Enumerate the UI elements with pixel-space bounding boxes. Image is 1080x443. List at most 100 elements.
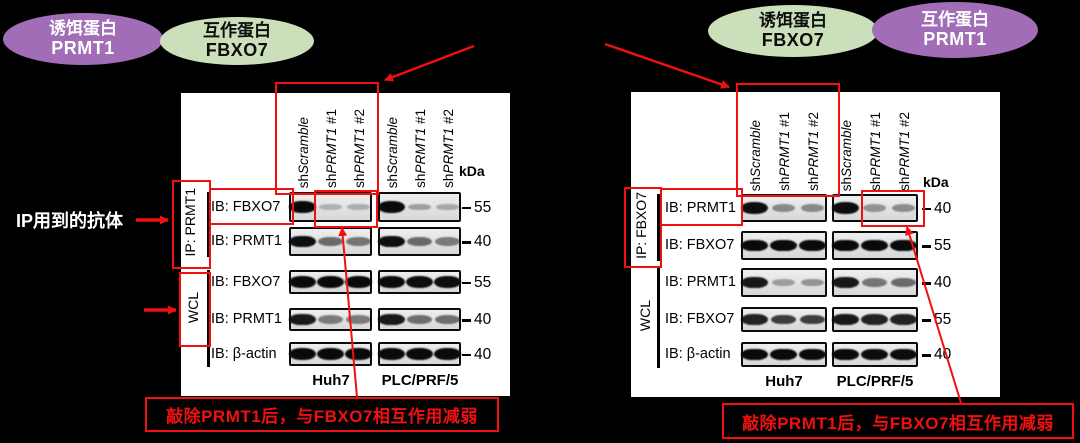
protein-band (800, 204, 825, 212)
protein-band (862, 204, 887, 212)
protein-band (406, 276, 433, 288)
cell-line-label: PLC/PRF/5 (381, 372, 459, 389)
protein-band (861, 239, 888, 252)
marker-tick (462, 241, 471, 244)
protein-band (436, 203, 459, 211)
protein-band (891, 204, 916, 212)
lane-group-highlight-box (275, 82, 379, 195)
wcl-label-text: WCL (636, 300, 653, 332)
protein-band (891, 278, 916, 287)
protein-band (832, 348, 859, 361)
row-label: IB: FBXO7 (211, 273, 281, 290)
ip-antibody-note: IP用到的抗体 (16, 211, 124, 231)
blot-box (378, 227, 461, 256)
protein-band (771, 204, 796, 212)
protein-band (378, 235, 405, 248)
prey-protein-oval-left: 互作蛋白 FBXO7 (160, 17, 314, 65)
lane-label-text: shPRMT1 #1 (412, 109, 428, 188)
blot-box (741, 268, 827, 297)
bait-protein-oval-left: 诱饵蛋白 PRMT1 (3, 13, 163, 65)
marker-value: 55 (934, 237, 952, 254)
cell-line-label: PLC/PRF/5 (836, 373, 914, 390)
oval-line1: 诱饵蛋白 (49, 19, 117, 39)
protein-band (799, 314, 826, 325)
protein-band (346, 237, 371, 246)
protein-band (346, 315, 371, 324)
blot-box (289, 192, 372, 222)
lane-label-text: shScramble (384, 116, 400, 188)
protein-band (770, 239, 797, 252)
blot-box (378, 308, 461, 331)
protein-band (861, 348, 888, 361)
group-bracket (657, 194, 660, 261)
marker-tick (922, 282, 931, 285)
blot-box (741, 194, 827, 222)
marker-value: 40 (934, 199, 952, 217)
ip-label-highlight-box (624, 187, 662, 268)
oval-line2: PRMT1 (923, 29, 987, 50)
lane-label-text: shPRMT1 #1 (867, 112, 883, 191)
protein-band (832, 314, 859, 325)
protein-band (799, 239, 826, 252)
row-label: IB: PRMT1 (665, 199, 736, 216)
protein-band (289, 314, 316, 325)
blot-label-highlight-box (660, 188, 743, 226)
blot-box (832, 342, 918, 367)
oval-line1: 互作蛋白 (921, 10, 989, 30)
wb-panel-right: shScramble shPRMT1 #1 shPRMT1 #2 shScramble… (624, 83, 1000, 397)
protein-band (741, 348, 768, 361)
marker-value: 40 (934, 346, 952, 363)
kda-label: kDa (923, 174, 949, 190)
protein-band (434, 276, 461, 288)
oval-line2: PRMT1 (51, 38, 115, 59)
lane-group-highlight-box (736, 83, 840, 197)
protein-band (862, 278, 887, 287)
protein-band (890, 348, 917, 361)
blot-box (378, 192, 461, 222)
oval-line2: FBXO7 (761, 30, 825, 51)
blot-box (832, 268, 918, 297)
blot-box (378, 342, 461, 366)
bait-protein-oval-right: 诱饵蛋白 FBXO7 (708, 5, 878, 57)
row-label: IB: PRMT1 (211, 311, 282, 327)
oval-line1: 互作蛋白 (203, 21, 271, 41)
protein-band (407, 203, 432, 211)
protein-band (832, 239, 859, 252)
callout-right: 敲除PRMT1后，与FBXO7相互作用减弱 (722, 403, 1074, 439)
marker-tick (462, 281, 471, 284)
protein-band (890, 239, 917, 252)
group-bracket (207, 192, 210, 257)
knockdown-lanes-highlight-box (861, 190, 925, 227)
blot-box (289, 227, 372, 256)
protein-band (317, 348, 344, 360)
blot-label-highlight-box (209, 188, 294, 225)
row-label: IB: PRMT1 (211, 233, 282, 249)
protein-band (289, 235, 316, 248)
marker-value: 40 (474, 311, 492, 328)
marker-tick (922, 207, 931, 210)
blot-box (832, 307, 918, 332)
lane-label-text: shPRMT1 #2 (440, 109, 456, 188)
marker-value: 55 (934, 311, 952, 328)
row-label: IB: FBXO7 (211, 198, 281, 215)
blot-box (832, 194, 918, 222)
row-label: IB: β-actin (211, 345, 277, 362)
marker-tick (462, 319, 471, 322)
protein-band (347, 203, 370, 211)
protein-band (890, 314, 917, 325)
protein-band (434, 348, 461, 360)
blot-box (289, 342, 372, 366)
blot-box (741, 342, 827, 367)
protein-band (318, 237, 343, 246)
oval-line1: 诱饵蛋白 (759, 11, 827, 31)
row-label: IB: PRMT1 (665, 274, 736, 290)
marker-tick (462, 353, 471, 356)
protein-band (800, 278, 825, 287)
protein-band (435, 237, 460, 246)
arrow-to-left-lane-group (384, 44, 475, 82)
row-label: IB: β-actin (665, 346, 731, 362)
wcl-group-label: WCL (631, 290, 658, 342)
marker-tick (922, 354, 931, 357)
protein-band (799, 348, 826, 361)
